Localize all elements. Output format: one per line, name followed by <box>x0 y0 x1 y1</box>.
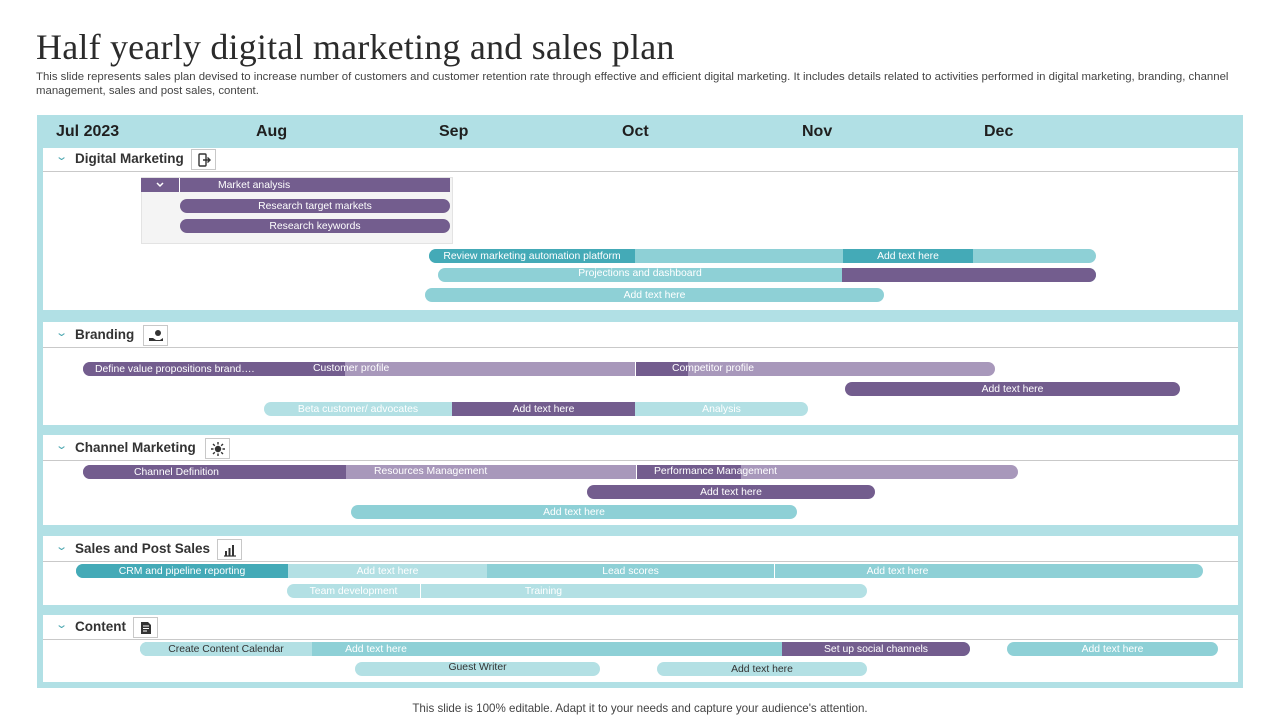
bar-label: Add text here <box>981 383 1044 395</box>
sun-gear-icon <box>205 438 230 459</box>
bar-label: Training <box>524 585 563 597</box>
bar-team-development[interactable]: Team development Training <box>287 584 867 598</box>
bar-label: Add text here <box>543 506 605 518</box>
bar-label: Projections and dashboard <box>578 268 702 279</box>
section-title: Digital Marketing <box>75 151 184 166</box>
bar-channel-definition[interactable]: Channel Definition Resources Management … <box>83 465 1018 479</box>
bar-content-add-text-2[interactable]: Add text here <box>657 662 867 676</box>
bar-fill <box>842 268 1096 282</box>
page-description: This slide represents sales plan devised… <box>36 71 1229 97</box>
bar-fill <box>635 362 688 376</box>
bar-label: Resources Management <box>374 466 488 477</box>
chevron-down-icon[interactable]: ⌄ <box>55 151 69 163</box>
bar-projections-dashboard[interactable]: Projections and dashboard <box>438 268 1096 282</box>
chevron-down-icon[interactable]: ⌄ <box>55 440 69 452</box>
bar-label: Review marketing automation platform <box>429 249 635 263</box>
bar-label: Guest Writer <box>448 662 507 673</box>
bar-research-target-markets[interactable]: Research target markets <box>180 199 450 213</box>
section-title: Channel Marketing <box>75 440 196 455</box>
bar-label: Add text here <box>866 565 929 577</box>
bar-channel-add-text-1[interactable]: Add text here <box>587 485 875 499</box>
bar-label: Analysis <box>702 403 741 415</box>
bar-create-content-calendar[interactable]: Create Content Calendar Add text here Se… <box>140 642 970 656</box>
bar-label: Research keywords <box>269 220 361 232</box>
bar-label: Create Content Calendar <box>140 642 312 656</box>
bar-channel-add-text-2[interactable]: Add text here <box>351 505 797 519</box>
bar-beta-customer[interactable]: Beta customer/ advocates Add text here A… <box>264 402 808 416</box>
bar-guest-writer[interactable]: Guest Writer <box>355 662 600 676</box>
bar-branding-add-text[interactable]: Add text here <box>845 382 1180 396</box>
bar-label: Customer profile <box>313 363 390 374</box>
bar-label: Add text here <box>623 289 686 301</box>
section-title: Content <box>75 619 126 634</box>
bar-content-add-text[interactable]: Add text here <box>1007 642 1218 656</box>
bar-chart-icon <box>217 539 242 560</box>
bar-label: Add text here <box>843 249 973 263</box>
month-aug: Aug <box>256 123 288 140</box>
section-title: Sales and Post Sales <box>75 541 211 556</box>
bar-crm-pipeline[interactable]: CRM and pipeline reporting Add text here… <box>76 564 1203 578</box>
bar-digital-add-text[interactable]: Add text here <box>425 288 884 302</box>
document-icon <box>133 617 158 638</box>
bar-label: Set up social channels <box>782 642 970 656</box>
bar-label: Add text here <box>288 564 487 578</box>
chevron-down-icon[interactable]: ⌄ <box>55 327 69 339</box>
section-header-branding[interactable]: ⌄ Branding <box>43 324 1238 348</box>
bar-label: CRM and pipeline reporting <box>76 564 288 578</box>
month-sep: Sep <box>439 123 469 140</box>
bar-fill <box>636 465 741 479</box>
bar-label: Add text here <box>452 402 635 416</box>
bar-review-marketing-automation[interactable]: Review marketing automation platform Add… <box>429 249 1096 263</box>
section-title: Branding <box>75 327 135 342</box>
chevron-down-icon[interactable] <box>141 178 180 192</box>
section-header-sales[interactable]: ⌄ Sales and Post Sales <box>43 538 1238 562</box>
bar-market-analysis[interactable]: Market analysis <box>180 178 450 192</box>
bar-label: Beta customer/ advocates <box>297 403 419 415</box>
footer-note: This slide is 100% editable. Adapt it to… <box>412 702 868 715</box>
bar-label: Competitor profile <box>672 363 755 374</box>
hand-money-icon <box>143 325 168 346</box>
bar-label: Define value propositions brand…. <box>83 362 345 376</box>
bar-label: Add text here <box>1081 643 1144 655</box>
section-header-digital-marketing[interactable]: ⌄ Digital Marketing <box>43 148 1238 172</box>
month-oct: Oct <box>622 123 649 140</box>
month-jul: Jul 2023 <box>56 123 120 140</box>
page-title: Half yearly digital marketing and sales … <box>36 27 675 67</box>
phone-exit-icon <box>191 149 216 170</box>
chevron-down-icon[interactable]: ⌄ <box>55 541 69 553</box>
bar-label: Team development <box>287 584 421 598</box>
bar-define-value-propositions[interactable]: Define value propositions brand…. Custom… <box>83 362 995 376</box>
bar-label: Add text here <box>731 663 793 675</box>
bar-label: Lead scores <box>487 564 775 578</box>
chevron-down-icon[interactable]: ⌄ <box>55 619 69 631</box>
bar-label: Performance Management <box>654 466 778 477</box>
month-dec: Dec <box>984 123 1014 140</box>
section-header-content[interactable]: ⌄ Content <box>43 616 1238 640</box>
bar-label: Research target markets <box>258 200 372 212</box>
bar-label: Channel Definition <box>83 465 346 479</box>
bar-label: Add text here <box>700 486 762 498</box>
bar-research-keywords[interactable]: Research keywords <box>180 219 450 233</box>
section-header-channel-marketing[interactable]: ⌄ Channel Marketing <box>43 437 1238 461</box>
month-nov: Nov <box>802 123 833 140</box>
bar-label: Add text here <box>345 643 407 655</box>
